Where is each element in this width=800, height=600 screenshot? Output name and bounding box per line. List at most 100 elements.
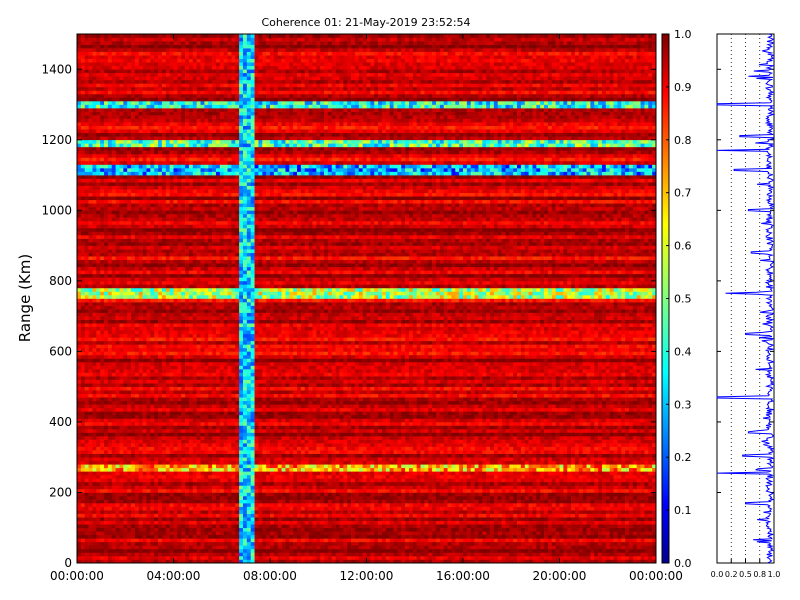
heatmap-cell xyxy=(590,453,595,458)
heatmap-cell xyxy=(165,538,170,543)
heatmap-cell xyxy=(262,492,267,497)
heatmap-cell xyxy=(567,474,572,479)
heatmap-cell xyxy=(463,510,468,514)
heatmap-cell xyxy=(466,555,472,560)
heatmap-cell xyxy=(312,513,317,518)
heatmap-cell xyxy=(351,506,356,511)
heatmap-cell xyxy=(590,495,595,500)
heatmap-cell xyxy=(331,538,336,543)
heatmap-cell xyxy=(134,503,140,507)
heatmap-cell xyxy=(188,534,194,539)
heatmap-cell xyxy=(590,488,595,493)
heatmap-cell xyxy=(644,495,649,500)
heatmap-cell xyxy=(416,552,421,557)
heatmap-cell xyxy=(459,527,464,532)
heatmap-cell xyxy=(520,538,526,543)
heatmap-cell xyxy=(625,541,630,546)
heatmap-cell xyxy=(466,548,472,553)
heatmap-cell xyxy=(273,478,279,483)
heatmap-cell xyxy=(84,538,89,543)
heatmap-cell xyxy=(335,450,340,454)
heatmap-cell xyxy=(374,520,379,525)
heatmap-cell xyxy=(374,559,379,564)
heatmap-cell xyxy=(138,446,143,451)
heatmap-cell xyxy=(644,531,649,536)
heatmap-cell xyxy=(385,446,390,451)
heatmap-cell xyxy=(192,495,197,500)
heatmap-cell xyxy=(574,467,580,472)
heatmap-cell xyxy=(536,510,541,514)
heatmap-cell xyxy=(204,471,209,476)
heatmap-cell xyxy=(77,524,82,529)
heatmap-cell xyxy=(385,531,390,536)
heatmap-cell xyxy=(235,474,240,479)
heatmap-cell xyxy=(119,503,124,507)
heatmap-cell xyxy=(551,534,556,539)
heatmap-cell xyxy=(451,446,456,451)
heatmap-cell xyxy=(640,527,645,532)
heatmap-cell xyxy=(420,492,425,497)
heatmap-cell xyxy=(378,503,383,507)
heatmap-cell xyxy=(273,520,279,525)
heatmap-cell xyxy=(127,492,132,497)
heatmap-cell xyxy=(300,492,306,497)
heatmap-cell xyxy=(354,485,360,490)
heatmap-cell xyxy=(123,510,128,514)
heatmap-cell xyxy=(563,548,568,553)
heatmap-cell xyxy=(142,527,147,532)
heatmap-cell xyxy=(312,548,317,553)
heatmap-cell xyxy=(254,471,259,476)
heatmap-cell xyxy=(188,520,194,525)
heatmap-cell xyxy=(493,495,499,500)
heatmap-cell xyxy=(142,520,147,525)
heatmap-cell xyxy=(320,471,325,476)
heatmap-cell xyxy=(320,527,325,532)
heatmap-cell xyxy=(223,474,228,479)
heatmap-cell xyxy=(501,488,506,493)
heatmap-cell xyxy=(181,534,186,539)
heatmap-cell xyxy=(524,453,529,458)
heatmap-cell xyxy=(401,545,406,550)
heatmap-cell xyxy=(277,552,282,557)
heatmap-cell xyxy=(212,555,217,560)
heatmap-cell xyxy=(636,548,641,553)
heatmap-cell xyxy=(381,531,387,536)
heatmap-cell xyxy=(204,485,209,490)
heatmap-cell xyxy=(381,474,387,479)
heatmap-cell xyxy=(185,559,190,564)
heatmap-cell xyxy=(366,538,371,543)
heatmap-cell xyxy=(439,503,444,507)
heatmap-cell xyxy=(397,453,402,458)
heatmap-cell xyxy=(590,446,595,451)
heatmap-cell xyxy=(470,478,475,483)
heatmap-cell xyxy=(466,481,472,486)
heatmap-cell xyxy=(528,510,533,514)
heatmap-cell xyxy=(181,474,186,479)
heatmap-cell xyxy=(466,492,472,497)
heatmap-cell xyxy=(636,552,641,557)
heatmap-cell xyxy=(416,513,421,518)
heatmap-cell xyxy=(594,513,599,518)
heatmap-cell xyxy=(555,467,560,472)
heatmap-cell xyxy=(536,524,541,529)
heatmap-cell xyxy=(204,548,209,553)
heatmap-cell xyxy=(84,471,89,476)
heatmap-cell xyxy=(536,513,541,518)
heatmap-cell xyxy=(127,478,132,483)
heatmap-cell xyxy=(447,474,452,479)
heatmap-cell xyxy=(77,548,82,553)
heatmap-cell xyxy=(354,517,360,521)
heatmap-cell xyxy=(644,467,649,472)
heatmap-cell xyxy=(432,524,437,529)
heatmap-cell xyxy=(447,492,452,497)
heatmap-cell xyxy=(401,492,406,497)
heatmap-cell xyxy=(563,481,568,486)
heatmap-cell xyxy=(378,478,383,483)
heatmap-cell xyxy=(250,510,255,514)
heatmap-cell xyxy=(571,534,576,539)
heatmap-cell xyxy=(227,510,232,514)
heatmap-cell xyxy=(598,541,603,546)
heatmap-cell xyxy=(439,478,444,483)
heatmap-cell xyxy=(246,513,251,518)
heatmap-cell xyxy=(632,499,637,504)
